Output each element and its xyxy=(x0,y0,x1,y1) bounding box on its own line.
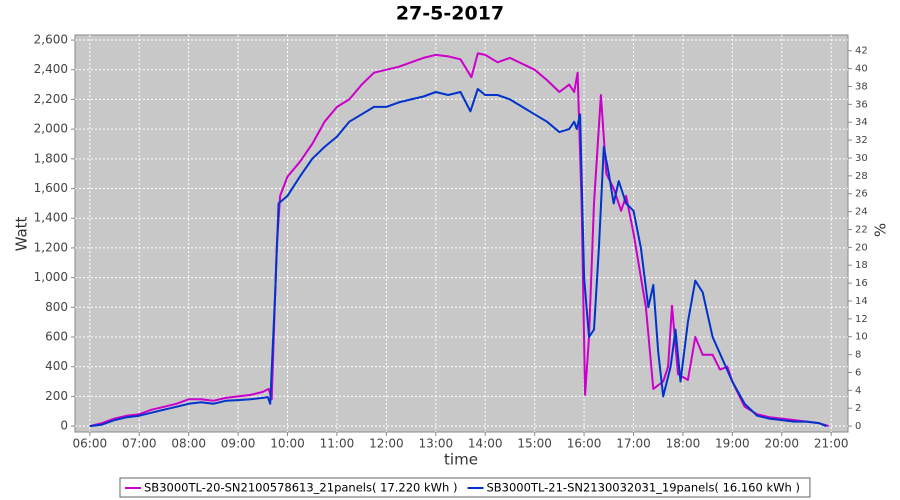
y-tick-label: 800 xyxy=(45,300,68,314)
y2-tick-label: 32 xyxy=(855,135,868,146)
y-tick-label: 2,000 xyxy=(34,122,68,136)
x-tick-label: 09:00 xyxy=(221,437,256,451)
y2-tick-label: 2 xyxy=(855,403,861,414)
y2-tick-label: 36 xyxy=(855,99,868,110)
legend-label: SB3000TL-20-SN2100578613_21panels( 17.22… xyxy=(144,481,457,495)
x-tick-label: 18:00 xyxy=(666,437,701,451)
x-tick-label: 10:00 xyxy=(270,437,305,451)
y2-tick-label: 24 xyxy=(855,207,868,218)
y2-axis-label: % xyxy=(872,223,890,237)
y-tick-label: 2,400 xyxy=(34,62,68,76)
x-tick-label: 20:00 xyxy=(764,437,799,451)
x-tick-label: 16:00 xyxy=(567,437,602,451)
y2-tick-label: 26 xyxy=(855,189,868,200)
y2-tick-label: 42 xyxy=(855,46,868,57)
x-tick-label: 19:00 xyxy=(715,437,750,451)
y2-tick-label: 14 xyxy=(855,296,868,307)
y2-tick-label: 28 xyxy=(855,171,868,182)
series-line xyxy=(89,88,827,428)
x-axis-label: time xyxy=(444,451,478,469)
legend-box xyxy=(119,477,811,498)
y-axis-label: Watt xyxy=(13,216,31,251)
y-tick-label: 1,800 xyxy=(34,151,68,165)
y-tick-label: 1,200 xyxy=(34,240,68,254)
x-tick-label: 21:00 xyxy=(814,437,849,451)
x-tick-label: 07:00 xyxy=(122,437,157,451)
legend-label: SB3000TL-21-SN2130032031_19panels( 16.16… xyxy=(486,481,799,495)
y2-tick-label: 0 xyxy=(855,421,861,432)
y2-tick-label: 10 xyxy=(855,332,868,343)
y2-tick-label: 20 xyxy=(855,242,868,253)
y2-tick-label: 16 xyxy=(855,278,868,289)
y2-tick-label: 6 xyxy=(855,367,861,378)
y2-tick-label: 30 xyxy=(855,153,868,164)
x-tick-label: 08:00 xyxy=(171,437,206,451)
y2-tick-label: 22 xyxy=(855,224,868,235)
y2-tick-label: 18 xyxy=(855,260,868,271)
x-tick-label: 11:00 xyxy=(320,437,355,451)
y2-tick-label: 4 xyxy=(855,385,861,396)
y2-tick-label: 8 xyxy=(855,350,861,361)
y-tick-label: 2,200 xyxy=(34,92,68,106)
y2-tick-label: 12 xyxy=(855,314,868,325)
x-tick-label: 15:00 xyxy=(517,437,552,451)
y2-tick-label: 34 xyxy=(855,117,868,128)
y-tick-label: 2,600 xyxy=(34,33,68,47)
x-tick-label: 12:00 xyxy=(369,437,404,451)
y2-tick-label: 40 xyxy=(855,64,868,75)
y-tick-label: 1,600 xyxy=(34,181,68,195)
y2-tick-label: 38 xyxy=(855,81,868,92)
y-tick-label: 600 xyxy=(45,329,68,343)
y-tick-label: 200 xyxy=(45,389,68,403)
x-tick-label: 14:00 xyxy=(468,437,503,451)
x-tick-label: 17:00 xyxy=(616,437,651,451)
chart-title: 27-5-2017 xyxy=(396,3,504,25)
y-tick-label: 1,000 xyxy=(34,270,68,284)
x-tick-label: 13:00 xyxy=(419,437,454,451)
series-line xyxy=(89,52,829,428)
x-tick-label: 06:00 xyxy=(73,437,108,451)
y-tick-label: 0 xyxy=(60,419,68,433)
y-tick-label: 1,400 xyxy=(34,211,68,225)
y-tick-label: 400 xyxy=(45,359,68,373)
